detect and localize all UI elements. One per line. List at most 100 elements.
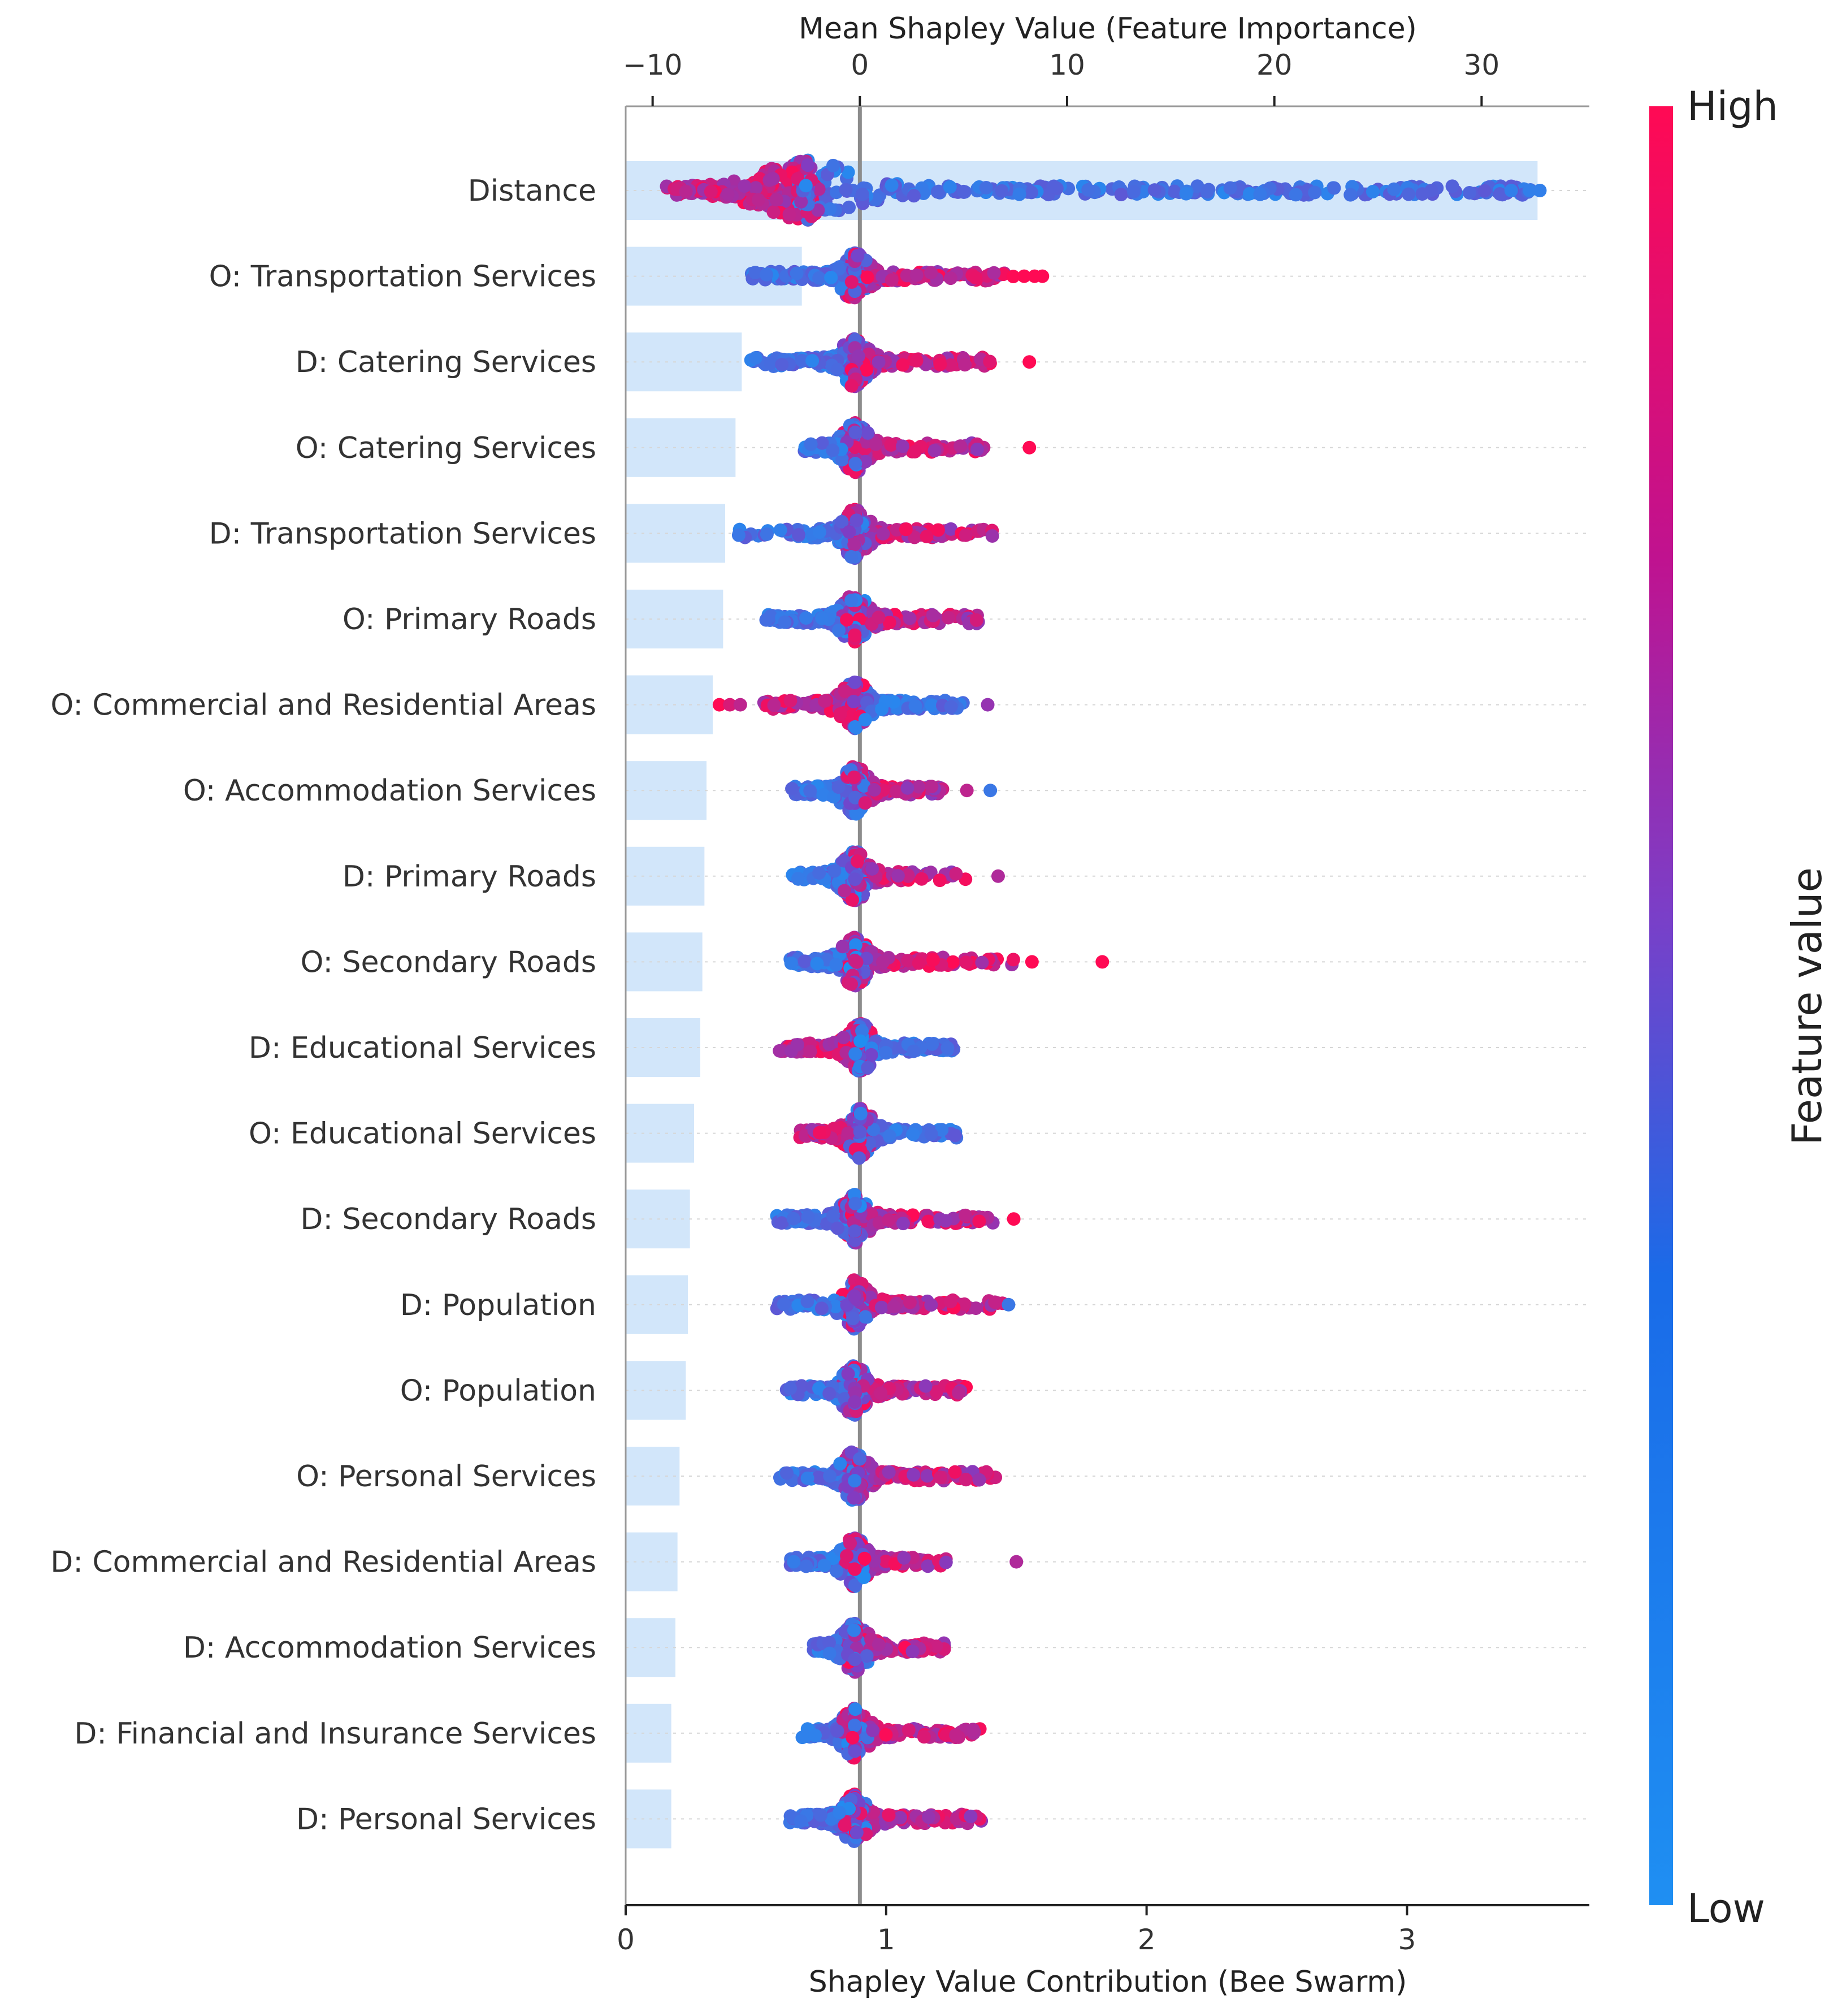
swarm-point [837, 1031, 851, 1045]
swarm-point [1024, 185, 1038, 200]
swarm-point [850, 513, 864, 527]
swarm-point [780, 1466, 794, 1480]
swarm-point [844, 550, 859, 564]
swarm-point [896, 358, 910, 372]
swarm-point [882, 1465, 896, 1479]
swarm-point [848, 1196, 863, 1210]
swarm-point [857, 1551, 872, 1565]
importance-bar [626, 1018, 700, 1077]
swarm-outlier [1095, 955, 1109, 969]
swarm-point [844, 379, 859, 393]
swarm-point [812, 866, 826, 880]
swarm-point [921, 1559, 935, 1573]
swarm-point [783, 694, 798, 708]
swarm-point [920, 529, 934, 543]
swarm-point [851, 349, 865, 364]
swarm-outlier [960, 784, 974, 798]
swarm-outlier [723, 698, 737, 712]
row-gridlines [626, 190, 1589, 1820]
swarm-point [803, 1044, 817, 1058]
swarm-point [972, 1473, 986, 1487]
swarm-point [925, 780, 939, 794]
swarm-point [983, 354, 997, 369]
swarm-outlier [1017, 269, 1031, 283]
swarm-point [909, 268, 924, 282]
swarm-point [815, 436, 829, 450]
swarm-point [953, 439, 968, 453]
swarm-point [815, 611, 829, 625]
swarm-outlier [1002, 1297, 1016, 1312]
swarm-point [829, 958, 843, 972]
swarm-point [1327, 181, 1341, 195]
swarm-point [841, 165, 855, 179]
swarm-point [817, 1559, 831, 1573]
swarm-outlier [981, 698, 995, 712]
swarm-point [1167, 184, 1181, 198]
swarm-point [848, 425, 863, 439]
swarm-point [956, 184, 970, 198]
swarm-point [855, 187, 869, 201]
swarm-point [832, 623, 846, 637]
swarm-point [846, 1312, 860, 1326]
swarm-point [826, 443, 840, 457]
swarm-point [860, 270, 874, 284]
swarm-point [848, 1562, 862, 1576]
swarm-point [959, 528, 973, 542]
swarm-point [895, 439, 909, 453]
swarm-point [679, 184, 693, 198]
swarm-point [799, 1559, 813, 1573]
swarm-point [1012, 187, 1026, 201]
swarm-point [841, 1126, 855, 1140]
swarm-point [897, 1551, 911, 1565]
swarm-point [857, 1570, 871, 1584]
swarm-point [738, 179, 752, 193]
swarm-point [812, 271, 826, 285]
swarm-point [901, 869, 915, 883]
swarm-point [812, 1126, 826, 1140]
swarm-point [933, 1470, 947, 1485]
swarm-point [853, 1034, 868, 1048]
swarm-point [959, 1208, 973, 1222]
swarm-point [759, 267, 773, 282]
swarm-point [920, 1469, 934, 1483]
swarm-point [830, 1564, 844, 1578]
swarm-point [838, 884, 852, 898]
swarm-point [1242, 187, 1256, 201]
swarm-point [748, 351, 762, 365]
swarm-point [766, 172, 780, 186]
swarm-point [874, 1386, 888, 1400]
swarm-point [775, 357, 789, 371]
swarm-point [987, 266, 1001, 280]
swarm-point [790, 266, 804, 280]
swarm-point [931, 523, 945, 537]
swarm-point [941, 611, 955, 625]
swarm-outlier [1009, 1555, 1024, 1569]
swarm-outlier [1007, 1212, 1021, 1226]
swarm-point [1366, 185, 1380, 199]
swarm-point [927, 444, 942, 458]
swarm-point [949, 867, 963, 881]
swarm-point [799, 179, 813, 193]
swarm-point [848, 720, 862, 734]
swarm-point [1114, 188, 1128, 202]
swarm-point [925, 1037, 939, 1051]
swarm-point [1402, 187, 1416, 201]
swarm-point [833, 1457, 847, 1471]
swarm-point [943, 271, 957, 285]
swarm-point [943, 358, 957, 372]
swarm-point [959, 955, 973, 970]
swarm-point [1190, 179, 1204, 193]
swarm-outlier [733, 698, 747, 712]
importance-bar [626, 1789, 671, 1849]
swarm-point [1289, 188, 1303, 202]
swarm-point [845, 893, 859, 907]
swarm-point [853, 1452, 867, 1466]
swarm-point [884, 438, 898, 452]
swarm-point [839, 183, 853, 197]
swarm-point [864, 1048, 878, 1062]
swarm-point [940, 1041, 955, 1055]
swarm-point [882, 1129, 896, 1143]
swarm-point [824, 270, 838, 284]
swarm-point [946, 955, 960, 969]
swarm-point [948, 1465, 962, 1479]
